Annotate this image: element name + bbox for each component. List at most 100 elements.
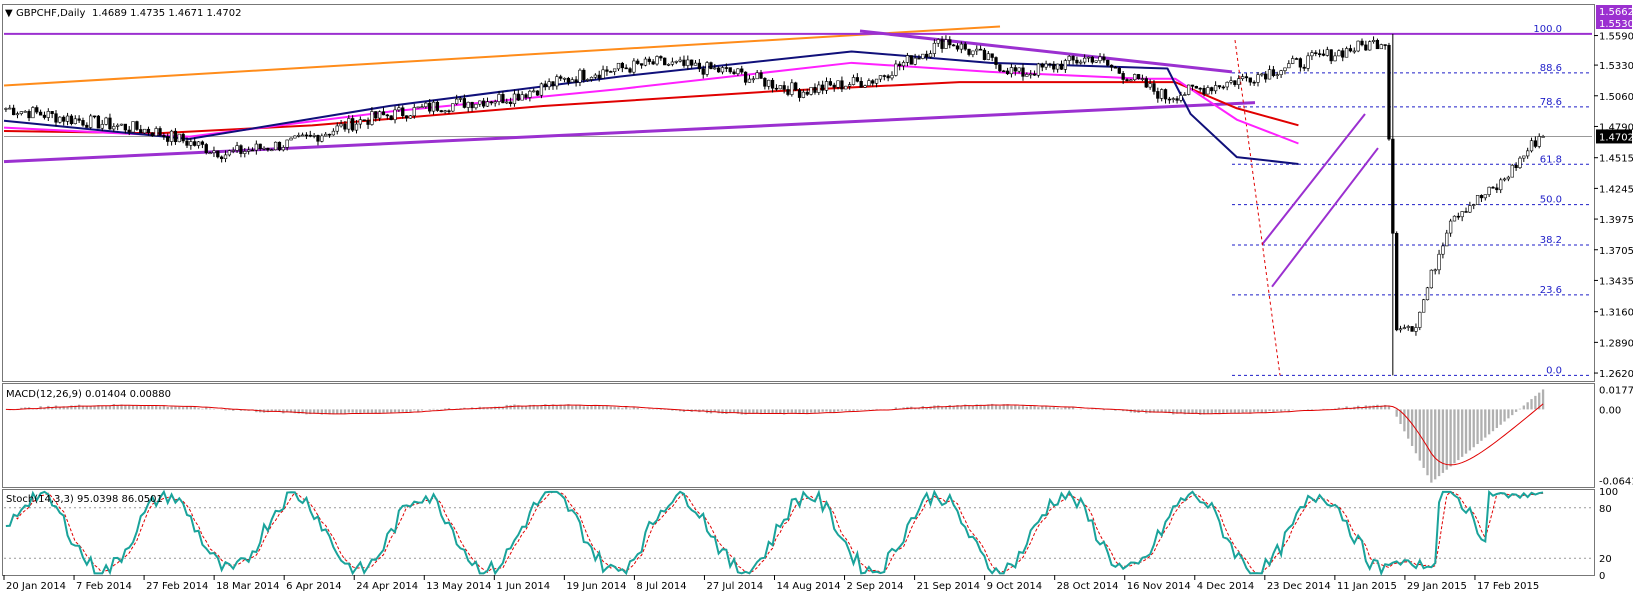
- candle: [1414, 327, 1418, 332]
- candle: [1472, 204, 1476, 206]
- candle: [1391, 138, 1395, 234]
- candle: [354, 123, 359, 131]
- time-tick-label: 19 Jun 2014: [566, 581, 626, 592]
- candle: [1425, 287, 1430, 301]
- candle: [874, 78, 879, 84]
- candle: [1125, 79, 1129, 82]
- candle: [81, 120, 85, 126]
- candle: [1129, 79, 1133, 82]
- candle: [1167, 98, 1172, 101]
- price-tick-label: 1.4790: [1599, 122, 1633, 133]
- candle: [50, 111, 54, 115]
- candle: [281, 147, 285, 151]
- level-tag-label: 1.5662: [1599, 7, 1633, 18]
- candle: [1433, 269, 1437, 272]
- candle: [208, 152, 212, 155]
- candle: [909, 55, 913, 65]
- candle: [327, 133, 332, 136]
- candle: [1510, 164, 1514, 178]
- stoch-tick-label: 80: [1599, 504, 1612, 515]
- candle: [1356, 40, 1360, 52]
- candle: [158, 128, 162, 136]
- time-tick-label: 16 Nov 2014: [1127, 581, 1191, 592]
- candle: [582, 69, 586, 81]
- candle: [1175, 98, 1179, 101]
- candle: [728, 67, 732, 73]
- candle: [1368, 41, 1372, 51]
- candle: [782, 85, 786, 90]
- candle: [1005, 70, 1010, 75]
- candle: [574, 79, 578, 83]
- candle: [1210, 87, 1214, 92]
- candle: [1240, 76, 1245, 79]
- trendline-purple-top: [859, 29, 1233, 74]
- fib-label: 38.2: [1540, 235, 1562, 246]
- candle: [898, 63, 902, 67]
- candle: [1325, 49, 1329, 56]
- candle: [1244, 76, 1249, 79]
- candle: [196, 141, 201, 146]
- candle: [1171, 98, 1175, 100]
- fib-anchor-line: [1234, 40, 1281, 376]
- symbol-dropdown-icon[interactable]: ▼: [5, 8, 13, 19]
- fib-label: 100.0: [1533, 24, 1562, 35]
- candle: [948, 39, 952, 46]
- candle: [1252, 81, 1256, 84]
- candle: [189, 141, 193, 146]
- candle: [1059, 63, 1064, 70]
- candle: [173, 130, 178, 143]
- candle: [331, 130, 336, 136]
- candle: [1445, 232, 1449, 247]
- candle: [940, 39, 944, 49]
- candle: [670, 61, 675, 65]
- candle: [1398, 328, 1403, 331]
- candle: [1194, 86, 1198, 89]
- macd-label: MACD(12,26,9) 0.01404 0.00880: [6, 389, 171, 400]
- stoch-main-line: [5, 489, 1544, 577]
- candle: [1036, 63, 1041, 76]
- candle: [1271, 69, 1276, 76]
- candle: [204, 144, 208, 154]
- price-tick-label: 1.3160: [1599, 308, 1633, 319]
- candle: [1375, 40, 1380, 50]
- candle: [389, 115, 393, 121]
- candle: [15, 113, 20, 116]
- candle: [220, 156, 224, 159]
- candle: [1098, 56, 1102, 62]
- candle: [586, 79, 590, 81]
- candle: [628, 68, 632, 73]
- candle: [347, 118, 351, 130]
- candle: [508, 101, 513, 105]
- candle: [1248, 77, 1252, 83]
- candle: [185, 140, 189, 146]
- candle: [978, 48, 983, 51]
- channel-upper: [1261, 113, 1366, 246]
- candle: [131, 121, 135, 133]
- candle: [54, 113, 58, 123]
- chart-symbol: GBPCHF,Daily: [16, 8, 85, 19]
- candle: [23, 111, 27, 113]
- candle: [439, 110, 443, 113]
- candle: [108, 117, 112, 130]
- level-tag: [1596, 17, 1632, 29]
- candle: [1113, 66, 1118, 69]
- time-tick-label: 8 Jul 2014: [636, 581, 686, 592]
- candle: [620, 62, 624, 69]
- candle: [1121, 73, 1125, 80]
- candle: [1133, 74, 1137, 81]
- candle: [112, 126, 116, 130]
- candle: [701, 68, 705, 75]
- candle: [697, 62, 702, 70]
- candle: [666, 63, 671, 66]
- candle: [38, 111, 43, 116]
- candle: [1082, 57, 1087, 63]
- candle: [397, 107, 401, 111]
- candle: [62, 116, 66, 122]
- candle: [1237, 78, 1241, 85]
- candle: [420, 106, 424, 108]
- candle: [116, 124, 120, 127]
- candle: [254, 143, 258, 151]
- candle: [150, 132, 154, 137]
- candle: [316, 135, 320, 142]
- candle: [1456, 215, 1460, 218]
